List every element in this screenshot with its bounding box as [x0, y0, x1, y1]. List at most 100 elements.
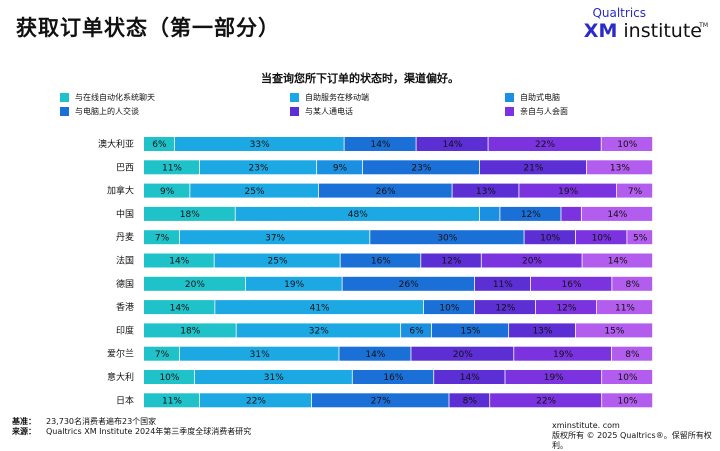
data-label: 48% [348, 210, 368, 220]
bar-segment [362, 160, 480, 175]
bar-segment [514, 346, 612, 361]
site-link[interactable]: xminstitute. com [552, 421, 620, 430]
bar-segment [179, 346, 339, 361]
data-label: 10% [540, 233, 560, 243]
data-label: 30% [437, 233, 457, 243]
bar-segment [144, 300, 215, 315]
data-label: 33% [250, 140, 270, 150]
legend-item: 与某人通电话 [290, 106, 353, 117]
category-label: 日本 [116, 394, 134, 406]
bar-segment [586, 160, 653, 175]
data-label: 12% [556, 303, 576, 313]
data-label: 23% [411, 164, 431, 174]
bar-segment [449, 393, 490, 408]
data-label: 26% [376, 187, 396, 197]
category-label: 巴西 [116, 162, 134, 173]
logo-trademark: TM [699, 22, 708, 29]
data-label: 18% [180, 210, 200, 220]
legend-label: 亲自与人会面 [520, 107, 568, 116]
data-label: 20% [453, 350, 473, 360]
bar-segment [199, 160, 317, 175]
bar-segment [416, 137, 488, 151]
data-label: 14% [370, 140, 390, 150]
data-label: 18% [180, 327, 200, 337]
data-label: 13% [532, 327, 552, 337]
bar-segment [144, 323, 236, 338]
page-title: 获取订单状态（第一部分） [16, 16, 280, 40]
bar-segment [340, 253, 421, 268]
legend-item: 自助式电脑 [505, 92, 560, 103]
data-label: 22% [536, 397, 556, 407]
legend-swatch [290, 107, 299, 116]
data-label: 25% [268, 257, 288, 267]
bar-segment [144, 253, 214, 268]
bar-segment [582, 253, 653, 268]
bar-segment [144, 393, 200, 408]
data-label: 22% [535, 140, 555, 150]
bar-segment [214, 253, 340, 268]
logo-brand: Qualtrics [592, 6, 646, 20]
legend-label: 自助服务在移动端 [305, 93, 369, 102]
category-label: 中国 [116, 208, 134, 220]
bar-segment [236, 323, 401, 338]
bar-segment [352, 370, 434, 384]
bar-segment [194, 370, 352, 384]
bar-segment [421, 253, 481, 268]
data-label: 14% [365, 350, 385, 360]
data-label: 15% [604, 327, 624, 337]
bar-segment [318, 183, 452, 198]
bar-segment [311, 393, 449, 408]
data-label: 6% [152, 140, 167, 150]
bar-segment [144, 160, 200, 175]
legend-swatch [290, 93, 299, 102]
bar-segment [144, 183, 190, 198]
bar-segment [199, 393, 312, 408]
bar-segment [144, 370, 195, 384]
data-label: 16% [383, 373, 403, 383]
data-label: 8% [625, 350, 640, 360]
data-label: 19% [544, 373, 564, 383]
category-label: 香港 [116, 301, 134, 313]
base-text: 23,730名消费者遍布23个国家 [46, 417, 157, 426]
legend-label: 与某人通电话 [305, 107, 353, 116]
data-label: 5% [633, 233, 648, 243]
bar-segment [423, 300, 475, 315]
bar-segment [602, 393, 653, 408]
data-label: 10% [618, 397, 638, 407]
bar-segment [597, 300, 653, 315]
bar-segment [245, 276, 342, 291]
data-label: 21% [523, 164, 543, 174]
qualtrics-xm-institute-logo: Qualtrics XM institute TM [552, 6, 708, 46]
bar-segment [179, 230, 370, 245]
bar-segment [342, 276, 475, 291]
data-label: 8% [463, 397, 478, 407]
data-label: 14% [608, 257, 628, 267]
bar-segment [575, 323, 653, 338]
data-label: 22% [246, 397, 266, 407]
data-label: 32% [309, 327, 329, 337]
bar-segment [474, 276, 531, 291]
data-label: 6% [409, 327, 424, 337]
bar-segment [190, 183, 319, 198]
bar-segment [452, 183, 519, 198]
bar-segment [524, 230, 576, 245]
data-label: 20% [185, 280, 205, 290]
source-label: 来源： [12, 427, 36, 436]
bar-segment [235, 206, 480, 221]
bar-segment [617, 183, 653, 198]
data-label: 13% [610, 164, 630, 174]
chart-legend: 与在线自动化系统聊天 自助服务在移动端 自助式电脑 与电脑上的人交谈 与某人通电话 亲自与… [60, 92, 660, 124]
bar-segment [581, 206, 653, 221]
bar-segment [488, 137, 601, 151]
bar-segment [479, 206, 500, 221]
bar-segment [509, 323, 576, 338]
data-label: 15% [460, 327, 480, 337]
data-label: 19% [553, 350, 573, 360]
data-label: 10% [439, 303, 459, 313]
logo-xm: XM [583, 20, 618, 42]
bar-segment [144, 276, 245, 291]
bar-segment [601, 137, 653, 151]
data-label: 14% [169, 257, 189, 267]
data-label: 10% [159, 373, 179, 383]
data-label: 14% [170, 303, 190, 313]
